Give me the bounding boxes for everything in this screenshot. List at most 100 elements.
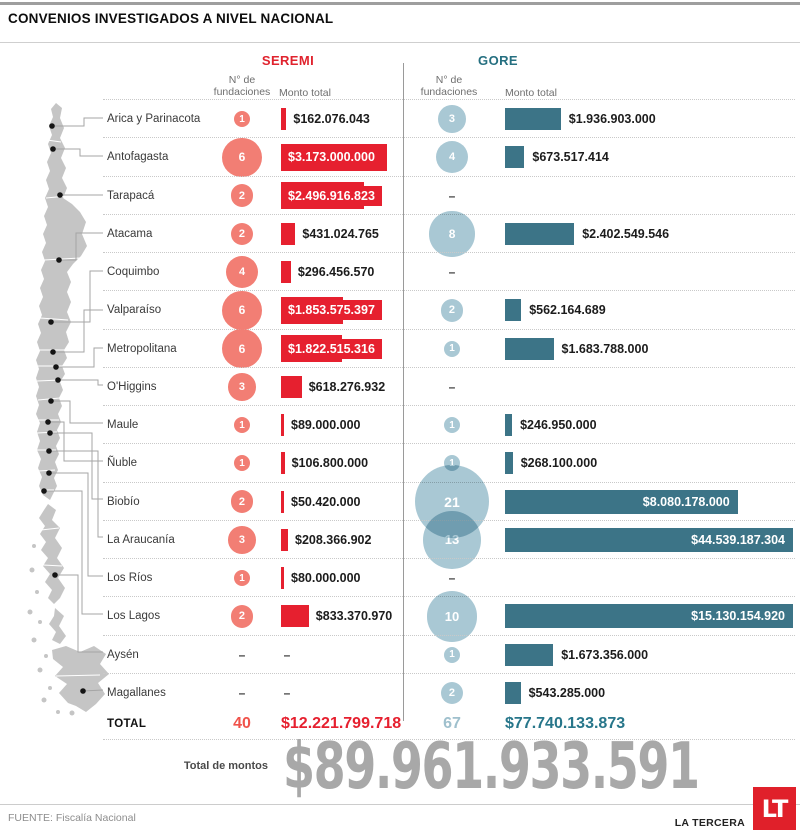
map-connector-lines (44, 117, 104, 692)
region-label: Coquimbo (107, 266, 160, 279)
gore-amount-value: $543.285.000 (528, 685, 606, 700)
gore-amount-value: $44.539.187.304 (691, 532, 785, 547)
gore-amount-bar (505, 452, 513, 475)
region-label: Los Ríos (107, 572, 153, 585)
seremi-amount-bar (281, 452, 285, 475)
header-divider (0, 42, 800, 43)
region-label: Los Lagos (107, 610, 161, 623)
gore-amount-bar (505, 681, 521, 704)
table-row: Los Lagos 2 $833.370.970 10 $15.130.154.920 (103, 591, 795, 642)
seremi-count-bubble: 6 (222, 137, 262, 177)
gore-missing-dash: – (448, 265, 456, 280)
seremi-amount-value: $431.024.765 (302, 226, 379, 241)
gore-missing-dash: – (448, 379, 456, 394)
gore-column-title: GORE (478, 53, 518, 68)
gore-count-bubble: 2 (440, 299, 464, 322)
table-row: Los Ríos 1 $80.000.000 – (103, 558, 795, 597)
seremi-missing-dash: – (238, 685, 246, 700)
region-label: O'Higgins (107, 380, 157, 393)
seremi-amount-value: $2.496.916.823 (281, 185, 382, 206)
table-row: O'Higgins 3 $618.276.932 – (103, 366, 795, 406)
seremi-monto-header: Monto total (279, 87, 331, 99)
seremi-amount-value: $618.276.932 (308, 379, 386, 394)
seremi-count-bubble: 6 (222, 329, 262, 369)
seremi-fundaciones-header: N° de fundaciones (213, 74, 271, 99)
seremi-amount-bar (281, 222, 296, 245)
region-label: Antofagasta (107, 151, 169, 164)
gore-amount-value: $1.683.788.000 (561, 341, 649, 356)
seremi-column-title: SEREMI (261, 53, 315, 68)
region-label: Magallanes (107, 686, 166, 699)
table-row: Aysén – – 1 $1.673.356.000 (103, 634, 795, 674)
seremi-count-bubble: 1 (234, 455, 250, 472)
seremi-amount-value: $3.173.000.000 (281, 147, 382, 168)
grand-total-label: Total de montos (183, 760, 268, 772)
gore-amount-bar (505, 604, 793, 629)
table-row: La Araucanía 3 $208.366.902 13 $44.539.187.3… (103, 511, 795, 569)
gore-count-bubble: 2 (440, 681, 464, 705)
table-row: Coquimbo 4 $296.456.570 – (103, 252, 795, 291)
gore-amount-bar (505, 643, 554, 666)
table-row: Metropolitana 6 $1.822.515.316 1 $1.683.788.… (103, 328, 795, 369)
seremi-count-bubble: 6 (222, 290, 262, 330)
total-gore-amount: $77.740.133.873 (505, 715, 626, 732)
seremi-amount-bar (281, 414, 284, 437)
seremi-count-bubble: 1 (234, 417, 250, 434)
gore-amount-bar (505, 108, 561, 131)
table-row: Valparaíso 6 $1.853.575.397 2 $562.164.689 (103, 290, 795, 330)
seremi-count-bubble: 4 (226, 256, 258, 289)
region-label: Aysén (107, 648, 139, 661)
total-gore-count: 67 (443, 715, 461, 732)
gore-count-bubble: 4 (436, 141, 468, 174)
seremi-amount-value: $296.456.570 (297, 265, 375, 280)
gore-amount-bar (505, 337, 554, 360)
gore-count-bubble: 10 (426, 591, 478, 642)
total-row: TOTAL 40 $12.221.799.718 67 $77.740.133.… (103, 709, 795, 739)
gore-amount-value: $2.402.549.546 (582, 226, 670, 241)
gore-amount-bar (505, 222, 575, 245)
gore-count-bubble: 8 (429, 211, 475, 257)
total-seremi-count: 40 (233, 715, 251, 732)
table-row: Magallanes – – 2 $543.285.000 (103, 672, 795, 712)
top-rule (0, 2, 800, 5)
chile-map (27, 103, 109, 716)
seremi-amount-bar (281, 375, 302, 398)
footer-rule (0, 804, 800, 805)
gore-amount-value: $673.517.414 (532, 150, 609, 165)
total-label: TOTAL (107, 718, 147, 730)
table-row: Atacama 2 $431.024.765 8 $2.402.549.546 (103, 211, 795, 257)
seremi-count-bubble: 3 (228, 372, 256, 401)
seremi-amount-bar (281, 528, 288, 551)
gore-amount-value: $268.100.000 (520, 456, 598, 471)
gore-missing-dash: – (448, 571, 456, 586)
seremi-amount-bar (281, 490, 284, 513)
region-label: Ñuble (107, 457, 138, 470)
region-label: Arica y Parinacota (107, 113, 201, 126)
seremi-count-bubble: 2 (230, 222, 254, 246)
table-row: Arica y Parinacota 1 $162.076.043 3 $1.936.9… (103, 99, 795, 138)
seremi-amount-bar (281, 567, 284, 590)
gore-amount-bar (505, 146, 525, 169)
seremi-amount-bar (281, 605, 309, 628)
seremi-amount-value: $80.000.000 (291, 571, 361, 586)
map-region-dots (41, 123, 86, 694)
seremi-count-bubble: 2 (230, 490, 254, 513)
seremi-amount-value: $106.800.000 (291, 456, 369, 471)
table-row: Biobío 2 $50.420.000 21 $8.080.178.000 (103, 464, 795, 539)
gore-count-bubble: 1 (444, 340, 460, 357)
seremi-amount-value: $208.366.902 (295, 532, 372, 547)
gore-fundaciones-header: N° de fundaciones (420, 74, 478, 99)
page-title: CONVENIOS INVESTIGADOS A NIVEL NACIONAL (8, 11, 334, 26)
seremi-amount-value: $89.000.000 (291, 418, 361, 433)
gore-amount-value: $246.950.000 (520, 418, 597, 433)
seremi-count-bubble: 3 (228, 525, 256, 554)
column-divider-line (403, 63, 404, 721)
seremi-count-bubble: 1 (234, 570, 250, 587)
seremi-amount-value: $1.853.575.397 (281, 300, 382, 321)
region-label: Tarapacá (107, 189, 155, 202)
gore-amount-value: $8.080.178.000 (642, 494, 730, 509)
seremi-amount-value: $162.076.043 (293, 112, 370, 127)
region-label: La Araucanía (107, 533, 175, 546)
gore-amount-value: $1.673.356.000 (561, 647, 649, 662)
